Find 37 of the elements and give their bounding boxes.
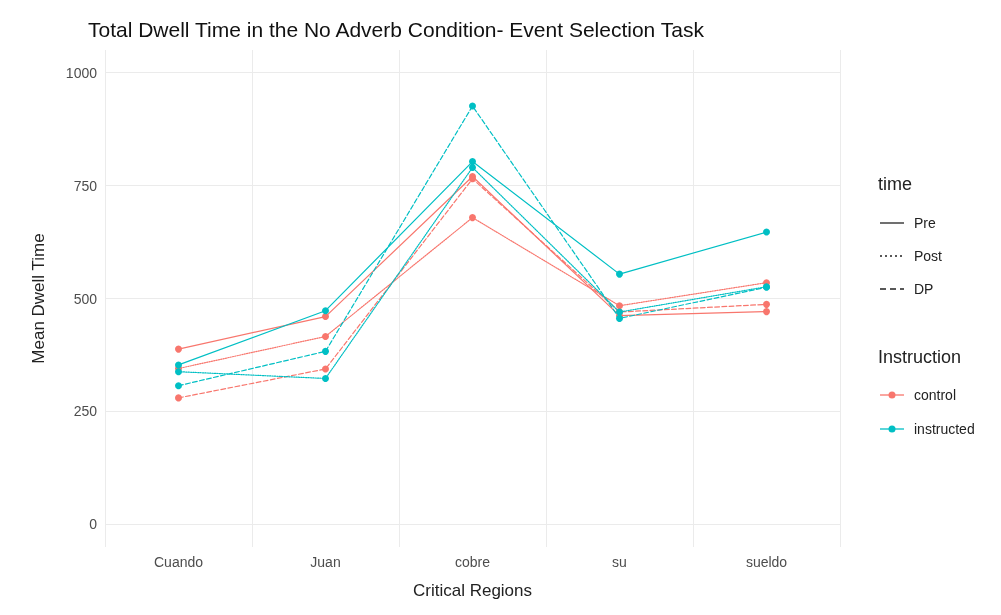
y-tick-label: 500 bbox=[73, 290, 98, 307]
x-tick-label: sueldo bbox=[745, 554, 788, 570]
chart-title: Total Dwell Time in the No Adverb Condition- Event Selection Task bbox=[88, 18, 705, 41]
point bbox=[322, 347, 329, 355]
point bbox=[469, 163, 476, 171]
x-tick-label: Juan bbox=[310, 554, 341, 570]
text: instructed bbox=[914, 421, 975, 437]
y-tick-label: 0 bbox=[89, 516, 98, 533]
point bbox=[175, 382, 182, 390]
point bbox=[175, 361, 182, 369]
y-tick-label: 750 bbox=[73, 177, 98, 194]
point bbox=[616, 302, 623, 310]
y-tick-label: 250 bbox=[73, 403, 98, 420]
point bbox=[175, 345, 182, 353]
text: Instruction bbox=[878, 347, 962, 368]
point bbox=[322, 374, 329, 382]
text: Pre bbox=[914, 215, 936, 231]
legend-title: time bbox=[878, 174, 913, 195]
text: Post bbox=[914, 248, 943, 264]
point bbox=[469, 102, 476, 110]
point bbox=[322, 365, 329, 373]
x-tick-label: cobre bbox=[454, 554, 491, 570]
point bbox=[322, 332, 329, 340]
text: control bbox=[914, 387, 957, 403]
y-axis-title: Mean Dwell Time bbox=[29, 233, 48, 364]
x-axis-title: Critical Regions bbox=[412, 581, 533, 600]
text: DP bbox=[914, 281, 934, 297]
y-tick-label: 1000 bbox=[65, 64, 98, 81]
point bbox=[469, 214, 476, 222]
point bbox=[322, 307, 329, 315]
point bbox=[763, 228, 770, 236]
point bbox=[616, 270, 623, 278]
point bbox=[763, 300, 770, 308]
point bbox=[763, 308, 770, 316]
x-tick-label: su bbox=[612, 554, 627, 570]
point bbox=[175, 394, 182, 402]
x-tick-label: Cuando bbox=[153, 554, 204, 570]
